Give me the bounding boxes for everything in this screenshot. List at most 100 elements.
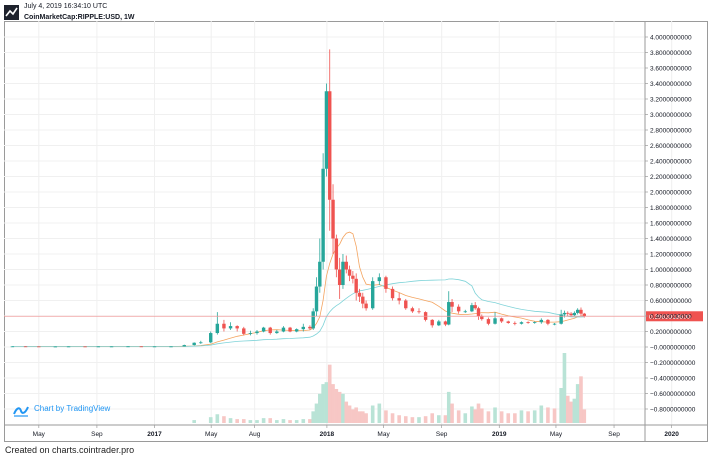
x-axis[interactable]: May Sep 2017 May Aug 2018 May Sep 2019 May Sep 2020 xyxy=(33,425,680,438)
volume-bar xyxy=(410,417,415,423)
candle xyxy=(301,323,305,332)
candle xyxy=(281,326,286,333)
candle-body xyxy=(566,312,570,314)
candle xyxy=(37,346,41,348)
candle-body xyxy=(83,346,87,348)
candle-body xyxy=(294,329,299,332)
candle-body xyxy=(397,298,401,301)
volume-bar xyxy=(390,413,395,423)
y-tick-label: 3.8000000000 xyxy=(650,50,692,57)
candle xyxy=(410,306,415,313)
volume-bar xyxy=(539,405,544,423)
candle xyxy=(10,346,15,348)
volume-bar xyxy=(321,384,325,423)
candle-body xyxy=(357,292,362,297)
x-tick-label: Sep xyxy=(91,431,103,438)
candle xyxy=(417,308,421,314)
volume-bar xyxy=(324,382,329,423)
volume-bar xyxy=(513,413,517,423)
y-tick-label: 2.8000000000 xyxy=(650,127,692,134)
volume-bar xyxy=(526,411,530,423)
candle-body xyxy=(334,238,339,270)
candle-body xyxy=(248,333,253,334)
candle xyxy=(499,317,504,323)
volume-bar xyxy=(430,413,435,423)
candle-body xyxy=(96,346,101,348)
snapshot-timestamp: July 4, 2019 16:34:10 UTC xyxy=(24,3,108,10)
y-tick-label: −0.2000000000 xyxy=(650,360,696,367)
candle xyxy=(546,319,550,326)
candle xyxy=(582,312,586,318)
y-axis[interactable]: 4.0000000000 3.8000000000 3.6000000000 3.40… xyxy=(645,34,696,413)
tradingview-small-logo-icon xyxy=(4,5,19,20)
candle xyxy=(294,328,299,333)
candle xyxy=(215,312,220,335)
volume-bar xyxy=(248,420,253,423)
candle-body xyxy=(261,327,266,332)
candle-body xyxy=(354,278,358,293)
candle-body xyxy=(361,296,365,304)
volume-bar xyxy=(506,413,511,423)
candle xyxy=(377,273,382,285)
volume-bar xyxy=(377,403,382,423)
volume-bar xyxy=(357,411,362,423)
volume-bar xyxy=(311,411,316,423)
volume-bar xyxy=(334,388,339,423)
x-tick-label: May xyxy=(550,431,563,438)
grid-lines xyxy=(4,21,708,442)
y-tick-label: 2.2000000000 xyxy=(650,174,692,181)
candle-body xyxy=(209,333,213,343)
candle xyxy=(268,326,272,335)
volume-bar xyxy=(443,415,448,423)
candle-body xyxy=(10,346,15,348)
volume-bar xyxy=(301,419,306,423)
candle xyxy=(463,309,467,313)
candle xyxy=(371,277,375,310)
candle xyxy=(473,302,477,310)
candle-body xyxy=(321,168,325,262)
candle-body xyxy=(456,306,461,312)
candle-body xyxy=(410,308,415,312)
candle-body xyxy=(526,322,530,323)
candle-body xyxy=(371,281,375,309)
candle-body xyxy=(182,345,186,347)
candle xyxy=(331,184,335,254)
candle xyxy=(182,344,186,347)
candle-body xyxy=(569,313,573,316)
watermark-text[interactable]: Chart by TradingView xyxy=(34,404,111,413)
volume-bar xyxy=(228,418,233,423)
footer-credit: Created on charts.cointrader.pro xyxy=(5,445,135,455)
candle xyxy=(222,319,226,332)
candle xyxy=(242,326,246,336)
price-chart[interactable]: 0.3963918600 4.0000000000 3.8000000000 3.6… xyxy=(4,21,708,442)
candle xyxy=(152,346,157,348)
candle xyxy=(354,273,358,301)
candle xyxy=(470,302,474,313)
x-tick-label: May xyxy=(205,431,218,438)
candle xyxy=(109,346,114,348)
moving-average-long xyxy=(12,278,585,347)
candle-body xyxy=(562,312,567,315)
volume-bar xyxy=(351,409,355,423)
volume-bar xyxy=(450,403,454,423)
candle xyxy=(486,317,491,326)
volume-bar xyxy=(417,417,421,423)
candle xyxy=(318,238,322,293)
chart-frame xyxy=(4,21,708,442)
candle xyxy=(456,304,461,314)
candle-body xyxy=(337,269,342,285)
y-tick-label: 2.4000000000 xyxy=(650,158,692,165)
volume-bar xyxy=(473,409,477,423)
volume-bar xyxy=(327,364,332,423)
volume-bar xyxy=(493,407,497,423)
x-tick-label: 2019 xyxy=(492,431,507,438)
volume-bar xyxy=(344,401,349,423)
volume-bar xyxy=(456,410,461,423)
candle xyxy=(450,298,454,313)
candle xyxy=(533,321,537,324)
candle-body xyxy=(559,314,563,324)
candle xyxy=(476,306,481,320)
candle-body xyxy=(288,327,292,332)
volume-bar xyxy=(463,413,468,423)
volume-bar xyxy=(331,384,335,423)
